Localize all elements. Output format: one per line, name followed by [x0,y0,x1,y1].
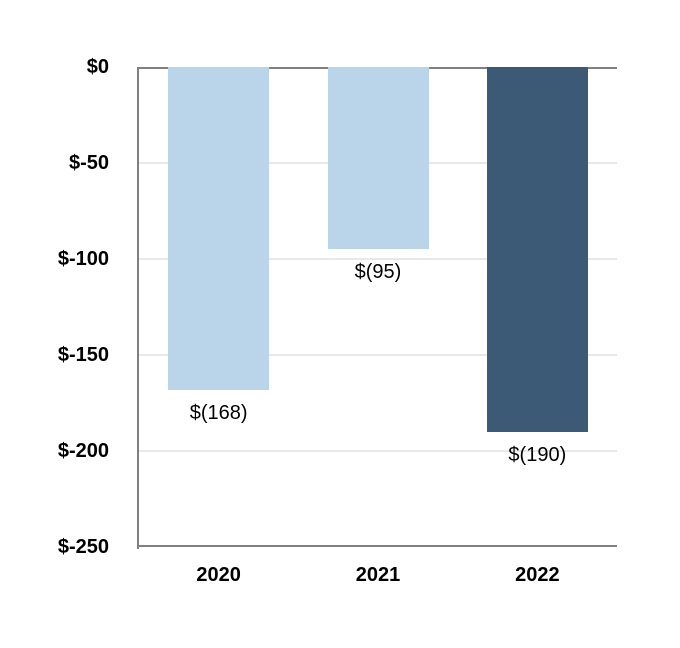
y-axis-line [137,67,139,549]
y-tick-label: $-250 [57,536,109,558]
gridline [139,450,617,452]
plot-area: $(168) 2020 $(95) 2021 $(190) 2022 [137,67,617,586]
bar-2020 [168,67,270,390]
bar-value-label: $(95) [354,261,402,284]
bar-2021 [327,67,429,250]
y-tick-label: $-200 [57,440,109,462]
y-tick-label: $-100 [57,248,109,270]
y-tick-label: $0 [86,56,109,78]
gridline [139,354,617,356]
bar-value-label: $(168) [189,401,248,424]
x-axis-label-2020: 2020 [196,564,241,586]
bar-2022 [486,67,588,432]
x-axis-label-2021: 2021 [355,564,401,586]
gridline [139,258,617,260]
bottom-axis-line [139,545,617,547]
y-tick-label: $-50 [68,152,109,174]
x-axis-label-2022: 2022 [515,564,560,586]
y-tick-label: $-150 [57,344,109,366]
bar-value-label: $(190) [508,443,567,466]
